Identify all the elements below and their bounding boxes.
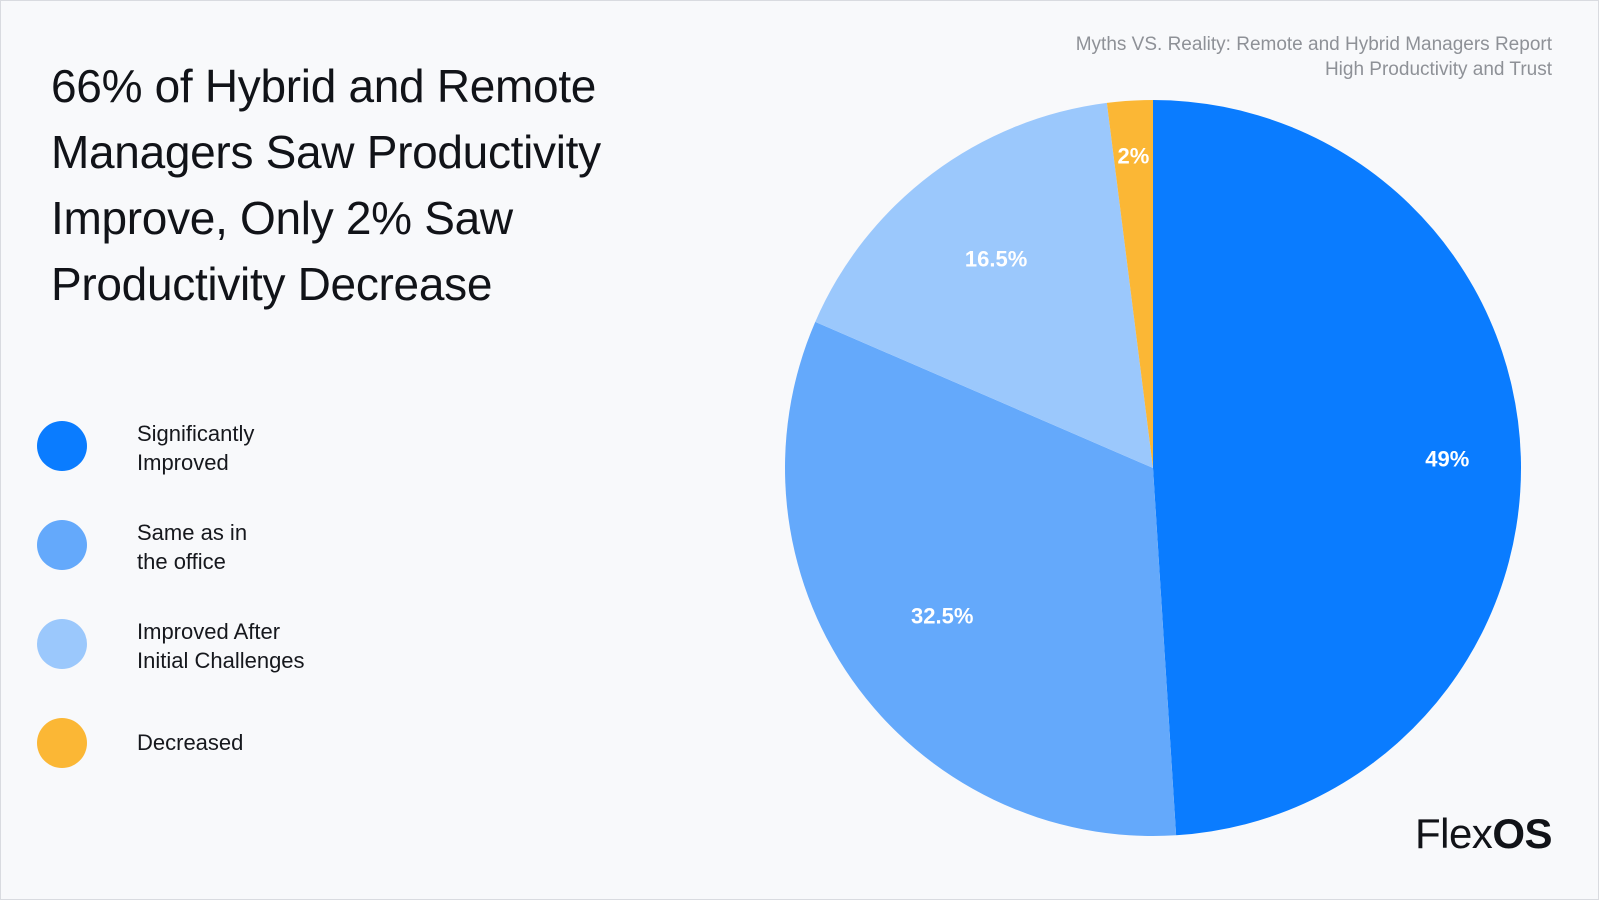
legend-label-improved-after-challenges: Improved After Initial Challenges xyxy=(137,619,305,673)
legend-swatch-improved-after-challenges xyxy=(37,619,87,669)
pie-slice-decreased xyxy=(1106,100,1153,468)
legend-item-decreased: Decreased xyxy=(37,706,397,805)
pie-label-same-as-office: 32.5% xyxy=(911,604,973,629)
legend-item-improved-after-challenges: Improved After Initial Challenges xyxy=(37,607,397,706)
legend-item-same-as-office: Same as in the office xyxy=(37,508,397,607)
pie-label-improved-after-challenges: 16.5% xyxy=(965,247,1027,272)
pie-slice-same-as-office xyxy=(785,321,1177,836)
legend-item-significantly-improved: Significantly Improved xyxy=(37,409,397,508)
legend-label-significantly-improved: Significantly Improved xyxy=(137,421,255,475)
legend-label-same-as-office: Same as in the office xyxy=(137,520,248,574)
legend: Significantly Improved Same as in the of… xyxy=(37,409,397,805)
legend-swatch-decreased xyxy=(37,718,87,768)
legend-swatch-same-as-office xyxy=(37,520,87,570)
brand-logo: FlexOS xyxy=(1414,810,1553,857)
pie-label-significantly-improved: 49% xyxy=(1425,446,1469,471)
headline: 66% of Hybrid and Remote Managers Saw Pr… xyxy=(51,60,601,310)
brand-logo-bold: OS xyxy=(1492,810,1552,857)
subtitle: Myths VS. Reality: Remote and Hybrid Man… xyxy=(1075,34,1552,80)
legend-label-decreased: Decreased xyxy=(137,730,244,755)
pie-label-decreased: 2% xyxy=(1117,143,1149,168)
legend-swatch-significantly-improved xyxy=(37,421,87,471)
pie-slice-improved-after-challenges xyxy=(815,102,1153,468)
brand-logo-regular: Flex xyxy=(1414,810,1493,857)
pie-slice-significantly-improved xyxy=(1153,99,1522,836)
